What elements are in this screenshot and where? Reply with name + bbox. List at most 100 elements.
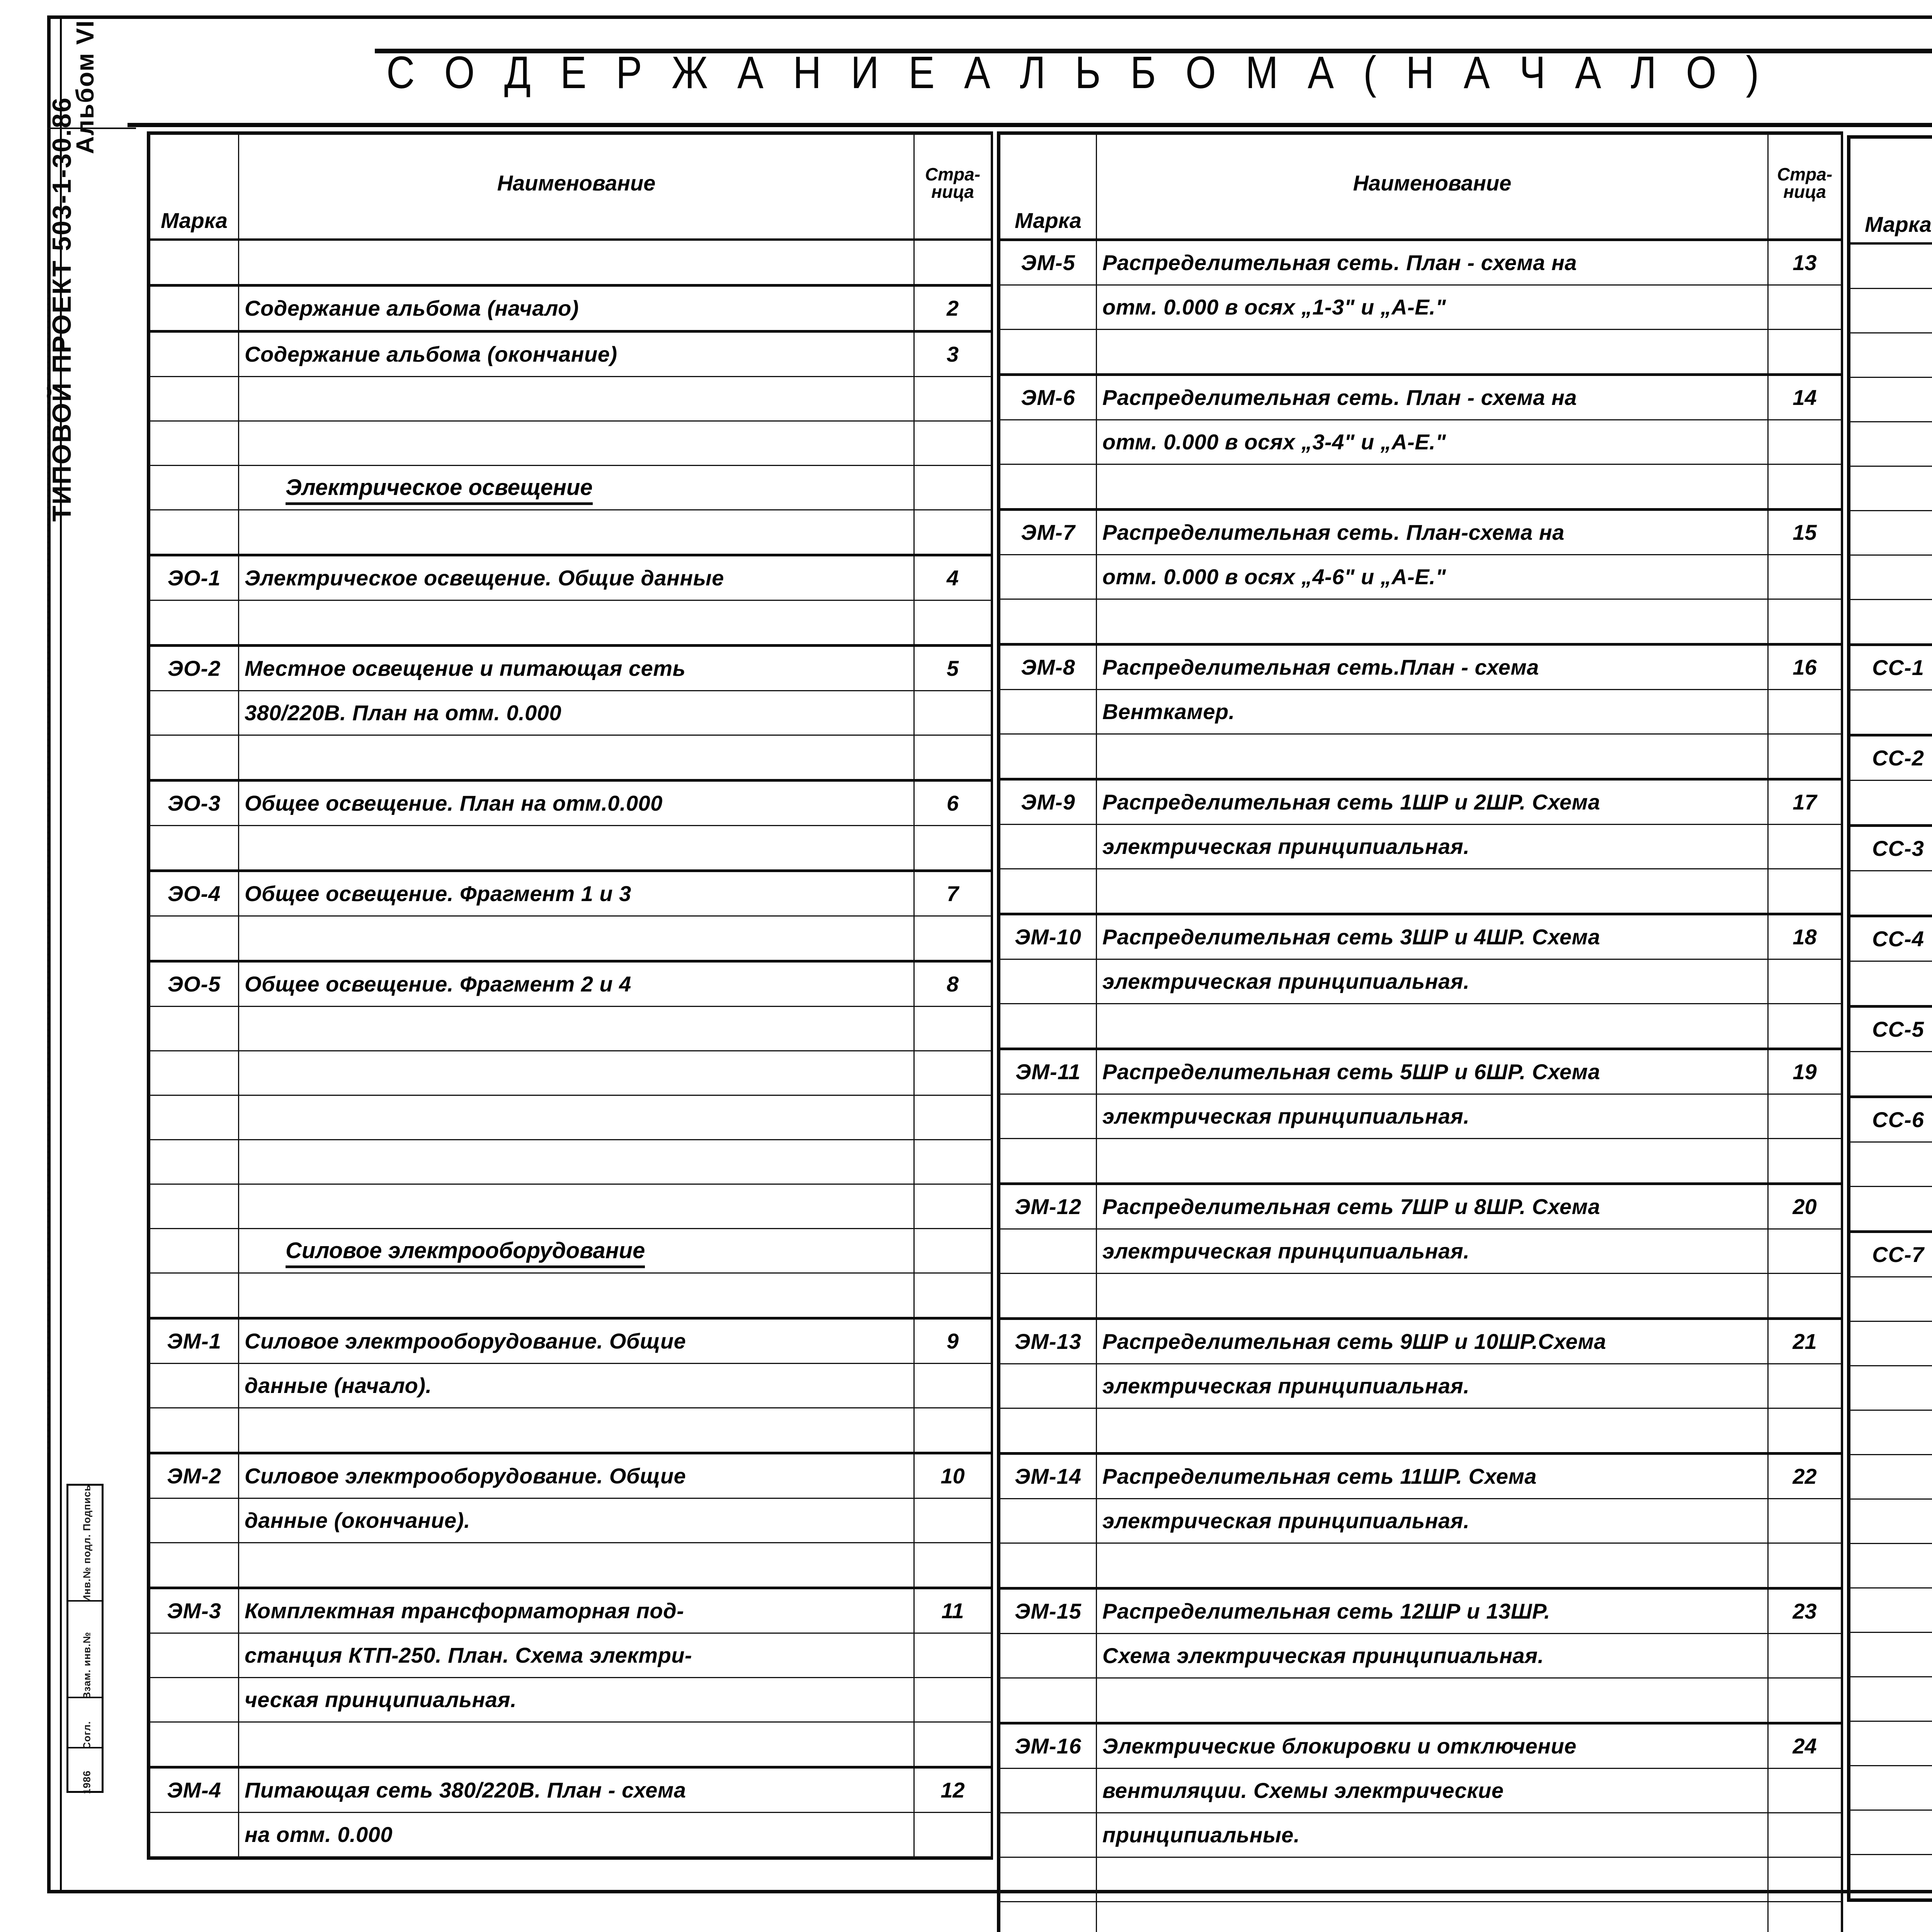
row-mark-cell [1849,689,1932,736]
table-row-empty [1849,1810,1932,1855]
row-page-cell [913,825,992,871]
table-row: ЭМ-11 Распределительная сеть 5ШР и 6ШР. С… [999,1048,1842,1095]
side-caption-divider [47,128,136,129]
table-row-continuation: вентиляции. Схемы электрические [999,1768,1842,1813]
row-name: Распределительная сеть 3ШР и 4ШР. Схема [1096,913,1769,960]
table-row-empty [149,1095,992,1140]
row-name-cell [238,1542,915,1588]
row-page-cell [1767,554,1842,600]
header-page-line1: Стра- [925,164,981,184]
table-row: СС-7План расположения оборудования в31 [1849,1230,1932,1277]
row-page-cell [913,1812,992,1857]
row-page: 20 [1767,1182,1842,1230]
row-mark-cell [999,1228,1097,1274]
table-row-empty [149,1050,992,1096]
row-mark-cell [999,1094,1097,1139]
table-row-empty [149,376,992,422]
row-name: Силовое электрооборудование. Общие [238,1317,915,1364]
page-title: С О Д Е Р Ж А Н И Е А Л Ь Б О М А ( Н А … [386,46,1932,118]
row-page-cell [1767,419,1842,465]
row-mark-cell [1849,1765,1932,1811]
table-row-continuation: Схема электрическая принципиальная. [999,1633,1842,1679]
row-name-continuation: отм. 0.000 в осях „4-6" и „А-Е." [1096,554,1769,600]
row-name: Комплектная трансформаторная под- [238,1587,915,1634]
table-row-empty [999,1677,1842,1724]
row-name-continuation: электрическая принципиальная. [1096,959,1769,1004]
row-mark: ЭМ-5 [999,238,1097,286]
row-mark-cell [1849,1141,1932,1187]
row-mark-cell [999,1273,1097,1319]
row-page-cell [1767,1498,1842,1544]
table-row-empty [1849,288,1932,333]
row-name-cell [238,1139,915,1185]
row-mark: ЭМ-4 [149,1766,239,1813]
table-row-empty [999,1901,1842,1932]
row-name-continuation: электрическая принципиальная. [1096,1094,1769,1139]
row-name-cell [1096,1408,1769,1454]
row-page-cell [913,915,992,962]
row-page-cell [1767,1273,1842,1319]
table-row-continuation: отм. 0.000 в осях „4-6" и „А-Е." [999,554,1842,600]
row-mark-cell [1849,1276,1932,1322]
table-row-empty [149,1407,992,1454]
table-row-empty [999,464,1842,510]
row-page-cell [1767,1094,1842,1139]
row-page-cell [913,1677,992,1723]
title-rule-bottom [128,123,1932,127]
table-row-empty [999,329,1842,375]
table-row-empty [149,735,992,781]
table-row-continuation: ческая принципиальная. [149,1677,992,1723]
row-mark: ЭМ-2 [149,1452,239,1499]
row-name-cell [238,376,915,422]
row-page-cell [913,376,992,422]
row-mark-cell [149,1095,239,1140]
row-mark: ЭО-2 [149,644,239,691]
row-name-cell [238,1721,915,1768]
table-row-empty [999,1408,1842,1454]
row-name-continuation: на отм. 0.000 [238,1812,915,1857]
row-mark-cell [1849,1365,1932,1411]
table-row: ЭМ-16 Электрические блокировки и отключен… [999,1722,1842,1769]
table-row-empty [999,733,1842,780]
row-name-cell [238,1184,915,1229]
table-row-continuation: электрическая принципиальная. [999,1228,1842,1274]
row-page: 19 [1767,1048,1842,1095]
row-mark-cell [999,284,1097,330]
table-row-empty [1849,1454,1932,1500]
row-mark-cell [1849,1051,1932,1097]
row-mark-cell [149,1677,239,1723]
row-name-continuation: данные (начало). [238,1363,915,1408]
side-caption-album: Альбом VI [71,20,99,154]
row-mark-cell [149,735,239,781]
row-page: 11 [913,1587,992,1634]
table-row-empty [1849,510,1932,556]
row-mark-cell [1849,961,1932,1007]
row-mark: ЭМ-1 [149,1317,239,1364]
table-row: ЭМ-1 Силовое электрооборудование. Общие 9 [149,1317,992,1364]
row-mark: ЭМ-16 [999,1722,1097,1769]
row-page: 7 [913,869,992,917]
table-row-continuation: принципиальные. [999,1812,1842,1858]
row-page-cell [913,1633,992,1678]
row-name: Содержание альбома (окончание) [238,330,915,377]
row-page-cell [913,1184,992,1229]
row-page-cell [1767,599,1842,645]
table-row-empty [1849,1365,1932,1411]
row-name: Электрические блокировки и отключение [1096,1722,1769,1769]
table-row-empty [1849,1543,1932,1588]
row-mark-cell [999,1768,1097,1813]
row-mark: ЭМ-12 [999,1182,1097,1230]
row-name-cell [238,735,915,781]
table-row-empty [1849,332,1932,378]
header-page-line2: ница [1783,182,1826,202]
row-page-cell [1767,329,1842,375]
table-row-empty [1849,1498,1932,1544]
row-mark [149,330,239,377]
row-mark-cell [149,1542,239,1588]
row-mark-cell [149,509,239,556]
row-name-continuation: электрическая принципиальная. [1096,1498,1769,1544]
table-row-empty [1849,1721,1932,1766]
